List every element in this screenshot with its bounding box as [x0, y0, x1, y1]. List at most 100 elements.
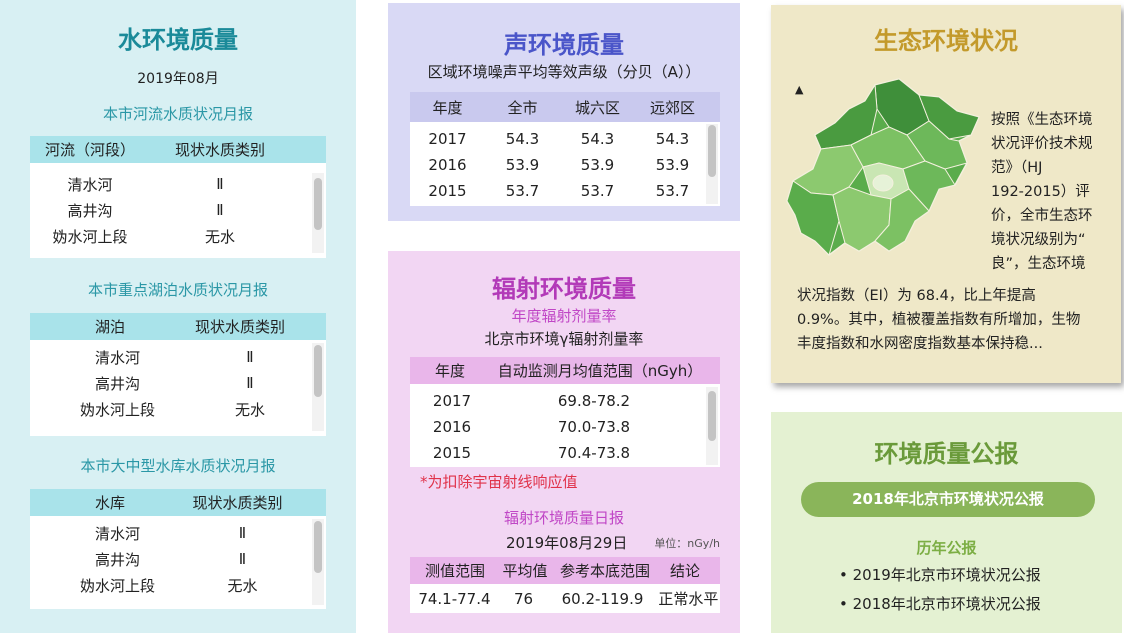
- annual-range: 70.4-73.8: [557, 444, 631, 462]
- annual-dose-table: 年度 自动监测月均值范围（nGyh） 2017 69.8-78.2 2016 70.…: [410, 357, 720, 467]
- lakes-scrollbar[interactable]: [314, 345, 322, 397]
- daily-avg: 76: [513, 589, 534, 608]
- reservoir-name: 妫水河上段: [79, 576, 155, 595]
- daily-col-ref: 参考本底范围: [559, 562, 650, 580]
- table-row: 74.1-77.4 76 60.2-119.9 正常水平: [410, 584, 720, 613]
- daily-unit: 单位：nGy/h: [654, 537, 720, 550]
- water-class: Ⅱ: [216, 175, 224, 193]
- table-row: 2016 70.0-73.8: [410, 414, 720, 440]
- noise-col-suburb: 远郊区: [649, 98, 695, 117]
- reservoirs-table: 水库 现状水质类别 清水河 Ⅱ 高井沟 Ⅱ 妫水河上段 无水: [30, 489, 326, 609]
- radiation-title: 辐射环境质量: [492, 275, 636, 303]
- reservoirs-scrollbar[interactable]: [314, 521, 322, 573]
- table-row: 高井沟 Ⅱ: [30, 370, 326, 396]
- lakes-heading[interactable]: 本市重点湖泊水质状况月报: [87, 281, 268, 299]
- noise-col-urban: 城六区: [574, 98, 620, 117]
- table-row: 2017 54.3 54.3 54.3: [410, 126, 720, 152]
- table-row: 2016 53.9 53.9 53.9: [410, 152, 720, 178]
- lakes-table-header: 湖泊 现状水质类别: [30, 313, 326, 340]
- table-row: 2015 53.7 53.7 53.7: [410, 178, 720, 204]
- annual-range: 70.0-73.8: [557, 418, 631, 436]
- ecology-title: 生态环境状况: [874, 27, 1018, 55]
- reservoirs-col-class: 现状水质类别: [192, 494, 283, 512]
- ecology-text-line: 状况指数（EI）为 68.4，比上年提高: [797, 288, 1036, 304]
- annual-year: 2016: [432, 418, 472, 436]
- lakes-col-class: 现状水质类别: [194, 318, 285, 336]
- water-class: Ⅱ: [246, 374, 254, 392]
- noise-city: 54.3: [505, 130, 540, 148]
- daily-conclusion: 正常水平: [658, 590, 719, 608]
- noise-suburb: 53.9: [655, 156, 690, 174]
- noise-urban: 53.7: [580, 182, 615, 200]
- table-row: 清水河 Ⅱ: [30, 520, 326, 546]
- table-row: 妫水河上段 无水: [30, 396, 326, 422]
- rivers-col-river: 河流（河段）: [44, 141, 135, 159]
- water-class: Ⅱ: [246, 348, 254, 366]
- rivers-table: 河流（河段） 现状水质类别 清水河 Ⅱ 高井沟 Ⅱ 妫水河上段 无水: [30, 136, 326, 258]
- table-row: 清水河 Ⅱ: [30, 344, 326, 370]
- table-row: 高井沟 Ⅱ: [30, 546, 326, 572]
- water-class: 无水: [234, 400, 265, 419]
- noise-city: 53.9: [505, 156, 540, 174]
- ecology-side-text: 按照《生态环境 状况评价技术规 范》（HJ 192-2015）评 价，全市生态环…: [991, 108, 1111, 276]
- water-class: 无水: [204, 227, 235, 246]
- history-link-2019[interactable]: • 2019年北京市环境状况公报: [839, 566, 1041, 584]
- annual-dose-header: 年度 自动监测月均值范围（nGyh）: [410, 357, 720, 384]
- beijing-district-map[interactable]: [779, 65, 985, 290]
- noise-table-header: 年度 全市 城六区 远郊区: [410, 92, 720, 122]
- ecology-text-line[interactable]: 丰度指数和水网密度指数基本保持稳...: [797, 336, 1043, 352]
- annual-dose-heading[interactable]: 年度辐射剂量率: [511, 307, 617, 325]
- table-row: 2017 69.8-78.2: [410, 388, 720, 414]
- north-arrow-icon: ▲: [795, 83, 804, 96]
- rivers-scrollbar[interactable]: [314, 178, 322, 230]
- annual-scrollbar[interactable]: [708, 391, 716, 441]
- bulletin-title: 环境质量公报: [874, 440, 1019, 468]
- reservoirs-heading[interactable]: 本市大中型水库水质状况月报: [80, 457, 276, 475]
- river-name: 高井沟: [67, 201, 113, 220]
- radiation-quality-panel: 辐射环境质量 年度辐射剂量率 北京市环境γ辐射剂量率 年度 自动监测月均值范围（…: [388, 251, 740, 633]
- reservoir-name: 清水河: [94, 524, 140, 543]
- noise-title: 声环境质量: [504, 31, 624, 59]
- table-row: 清水河 Ⅱ: [30, 171, 326, 197]
- lake-name: 妫水河上段: [79, 400, 155, 419]
- annual-col-range: 自动监测月均值范围（nGyh）: [497, 362, 703, 380]
- daily-report-heading[interactable]: 辐射环境质量日报: [503, 509, 624, 527]
- ecology-text-line: 良”，生态环境: [991, 256, 1086, 272]
- noise-col-city: 全市: [507, 98, 538, 117]
- annual-year: 2017: [432, 392, 472, 410]
- water-quality-panel: 水环境质量 2019年08月 本市河流水质状况月报 河流（河段） 现状水质类别 …: [0, 0, 356, 633]
- ecology-text-line: 范》（HJ: [991, 160, 1043, 176]
- featured-bulletin-button[interactable]: 2018年北京市环境状况公报: [801, 482, 1095, 517]
- rivers-col-class: 现状水质类别: [174, 141, 265, 159]
- water-date: 2019年08月: [137, 71, 219, 87]
- annual-year: 2015: [432, 444, 472, 462]
- river-name: 清水河: [67, 175, 113, 194]
- water-class: 无水: [227, 576, 258, 595]
- ecology-text-line: 0.9%。其中，植被覆盖指数有所增加，生物: [797, 312, 1081, 328]
- table-row: 高井沟 Ⅱ: [30, 197, 326, 223]
- daily-ref: 60.2-119.9: [561, 589, 644, 608]
- noise-table: 年度 全市 城六区 远郊区 2017 54.3 54.3 54.3 2016 53.9 5…: [410, 92, 720, 206]
- annual-col-year: 年度: [434, 362, 465, 380]
- noise-urban: 54.3: [580, 130, 615, 148]
- noise-subtitle: 区域环境噪声平均等效声级（分贝（A））: [427, 63, 701, 81]
- reservoirs-table-header: 水库 现状水质类别: [30, 489, 326, 516]
- reservoir-name: 高井沟: [94, 550, 140, 569]
- water-class: Ⅱ: [238, 550, 247, 568]
- lakes-col-lake: 湖泊: [94, 318, 125, 336]
- noise-year: 2016: [428, 156, 467, 174]
- water-title: 水环境质量: [118, 26, 238, 54]
- daily-col-range: 测值范围: [424, 562, 485, 580]
- lake-name: 清水河: [94, 348, 140, 367]
- history-heading: 历年公报: [916, 539, 977, 557]
- noise-scrollbar[interactable]: [708, 125, 716, 177]
- table-row: 妫水河上段 无水: [30, 223, 326, 249]
- noise-year: 2015: [428, 182, 467, 200]
- lakes-table: 湖泊 现状水质类别 清水河 Ⅱ 高井沟 Ⅱ 妫水河上段 无水: [30, 313, 326, 436]
- daily-col-conclusion: 结论: [669, 562, 700, 580]
- reservoirs-col-name: 水库: [94, 494, 125, 512]
- history-link-2018[interactable]: • 2018年北京市环境状况公报: [839, 595, 1041, 613]
- rivers-table-header: 河流（河段） 现状水质类别: [30, 136, 326, 163]
- rivers-heading[interactable]: 本市河流水质状况月报: [102, 105, 253, 123]
- ecology-panel: 生态环境状况 ▲ 按照《生态环境 状况评价技术规 范》（HJ 192-2015）…: [771, 5, 1121, 383]
